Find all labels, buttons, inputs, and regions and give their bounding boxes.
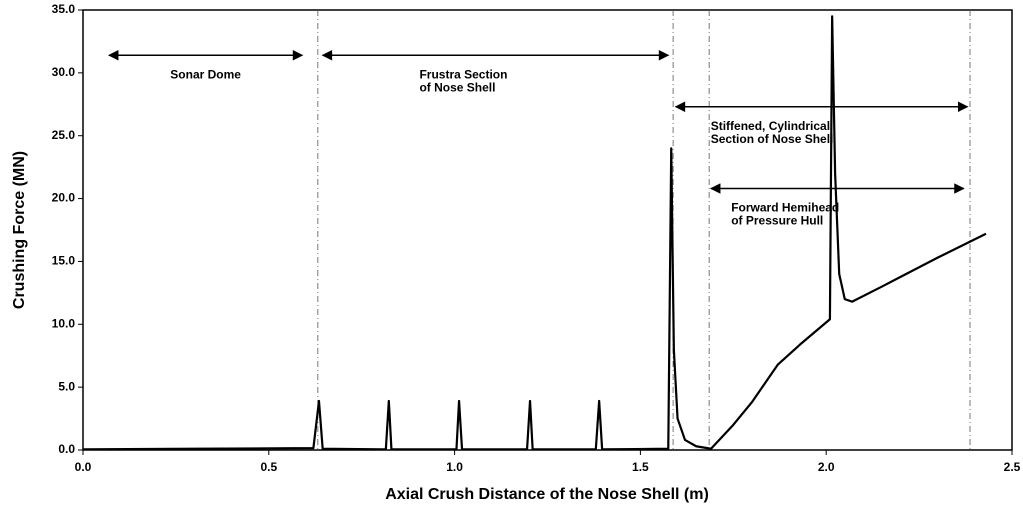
annotation-label: Section of Nose Shell: [711, 132, 834, 146]
x-tick-label: 2.0: [818, 460, 835, 474]
annotation-label: Sonar Dome: [170, 67, 241, 81]
y-tick-label: 30.0: [52, 65, 76, 79]
annotation-label: of Nose Shell: [419, 80, 495, 94]
y-tick-label: 15.0: [52, 254, 76, 268]
y-tick-label: 5.0: [58, 379, 75, 393]
x-tick-label: 2.5: [1004, 460, 1021, 474]
y-tick-label: 10.0: [52, 316, 76, 330]
annotation-label: Frustra Section: [419, 67, 507, 81]
y-axis-title: Crushing Force (MN): [11, 151, 28, 309]
y-tick-label: 25.0: [52, 128, 76, 142]
y-tick-label: 0.0: [58, 442, 75, 456]
data-line: [82, 15, 987, 451]
y-tick-label: 20.0: [52, 191, 76, 205]
annotation-label: Forward Hemihead: [731, 201, 839, 215]
annotation-label: Stiffened, Cylindrical: [711, 119, 830, 133]
x-tick-label: 1.5: [632, 460, 649, 474]
y-tick-label: 35.0: [52, 2, 76, 16]
annotation-label: of Pressure Hull: [731, 214, 823, 228]
x-tick-label: 0.0: [75, 460, 92, 474]
x-tick-label: 1.0: [446, 460, 463, 474]
x-tick-label: 0.5: [260, 460, 277, 474]
x-axis-title: Axial Crush Distance of the Nose Shell (…: [385, 486, 709, 503]
